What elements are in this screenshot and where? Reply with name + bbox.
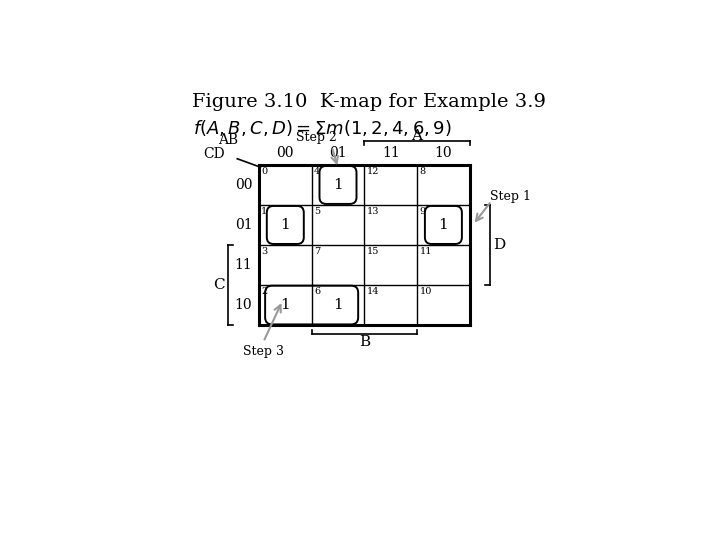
Text: 15: 15 [366, 247, 379, 256]
Text: 0: 0 [261, 167, 267, 176]
Text: Step 1: Step 1 [490, 190, 531, 202]
Text: 9: 9 [419, 207, 426, 216]
Text: 01: 01 [329, 146, 347, 160]
Text: 10: 10 [435, 146, 452, 160]
Text: C: C [213, 278, 225, 292]
Text: 4: 4 [314, 167, 320, 176]
Text: 6: 6 [314, 287, 320, 296]
Text: 7: 7 [314, 247, 320, 256]
Text: 01: 01 [235, 218, 252, 232]
Text: 00: 00 [276, 146, 294, 160]
Text: Figure 3.10  K-map for Example 3.9: Figure 3.10 K-map for Example 3.9 [192, 93, 546, 111]
Text: 10: 10 [419, 287, 432, 296]
Text: 1: 1 [280, 298, 290, 312]
Text: 11: 11 [235, 258, 252, 272]
Text: 5: 5 [314, 207, 320, 216]
Text: 2: 2 [261, 287, 268, 296]
Text: 13: 13 [366, 207, 379, 216]
Text: D: D [493, 238, 505, 252]
Text: 8: 8 [419, 167, 426, 176]
Text: 1: 1 [280, 218, 290, 232]
Text: 10: 10 [235, 298, 252, 312]
Text: 11: 11 [382, 146, 400, 160]
Text: 12: 12 [366, 167, 379, 176]
Text: 11: 11 [419, 247, 432, 256]
Text: 1: 1 [261, 207, 268, 216]
Text: 14: 14 [366, 287, 379, 296]
Text: $f(A,B,C,D) = \Sigma m(1,2,4,6,9)$: $f(A,B,C,D) = \Sigma m(1,2,4,6,9)$ [193, 118, 452, 138]
Text: 1: 1 [333, 298, 343, 312]
Text: A: A [412, 129, 423, 143]
Text: 3: 3 [261, 247, 268, 256]
Text: 00: 00 [235, 178, 252, 192]
Text: 1: 1 [438, 218, 449, 232]
Text: Step 2: Step 2 [296, 131, 337, 144]
Text: AB: AB [218, 133, 238, 147]
Text: 1: 1 [333, 178, 343, 192]
Text: CD: CD [203, 147, 225, 161]
Text: B: B [359, 335, 370, 349]
Text: Step 3: Step 3 [243, 345, 284, 357]
